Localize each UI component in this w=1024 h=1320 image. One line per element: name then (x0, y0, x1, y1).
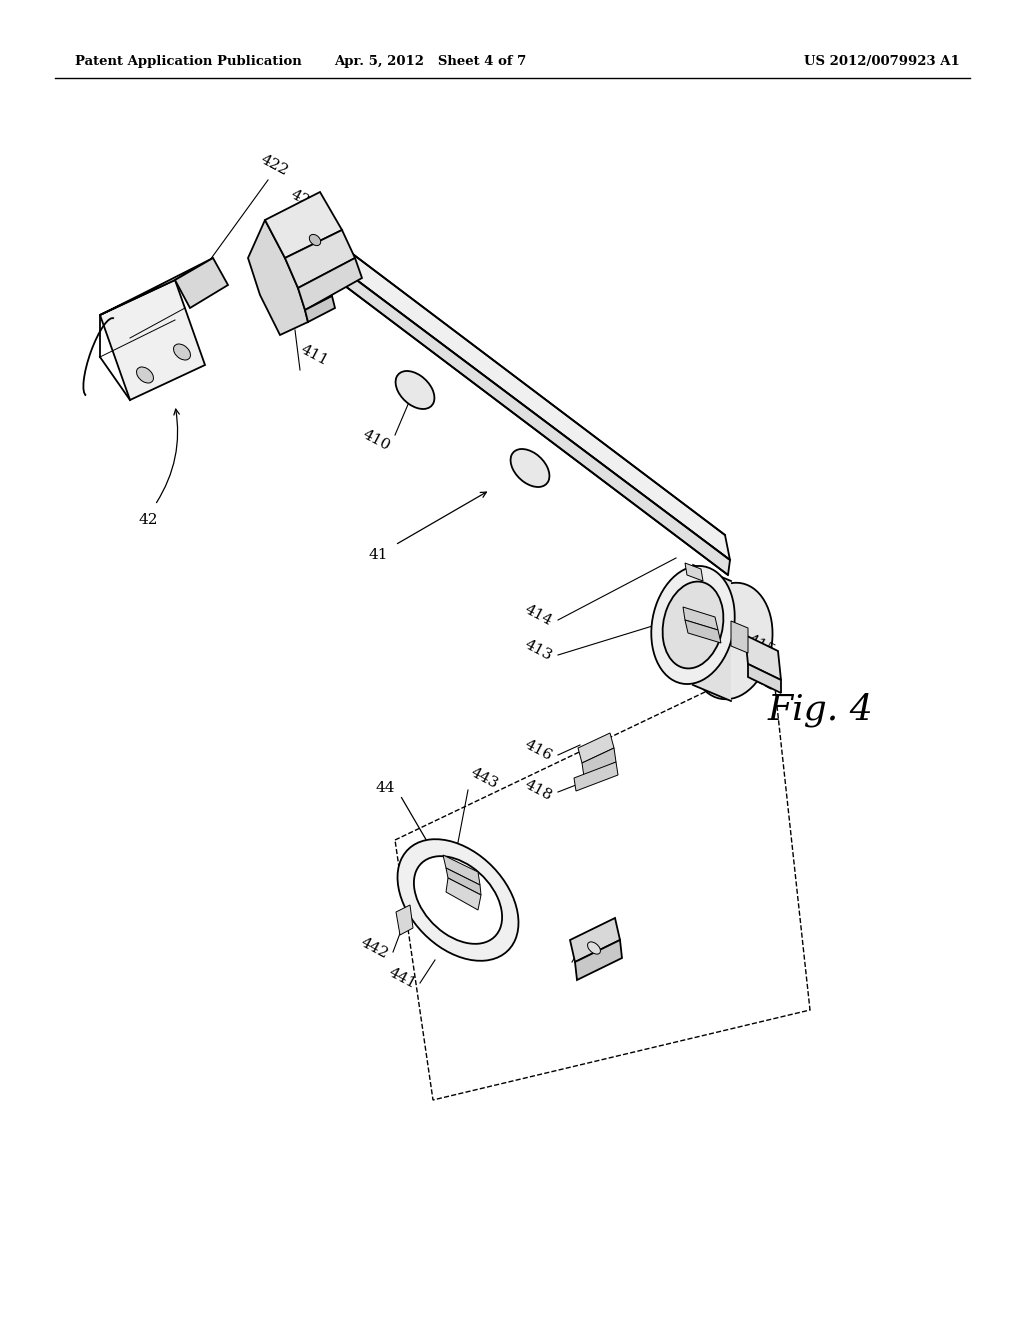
Ellipse shape (511, 449, 550, 487)
Ellipse shape (173, 345, 190, 360)
Text: 41: 41 (369, 548, 388, 562)
Text: Patent Application Publication: Patent Application Publication (75, 55, 302, 69)
Text: 410: 410 (359, 426, 392, 453)
Polygon shape (446, 878, 481, 909)
Ellipse shape (395, 371, 434, 409)
Text: 413: 413 (521, 638, 554, 663)
Polygon shape (574, 762, 618, 791)
Ellipse shape (397, 840, 518, 961)
Text: Apr. 5, 2012   Sheet 4 of 7: Apr. 5, 2012 Sheet 4 of 7 (334, 55, 526, 69)
Polygon shape (745, 635, 781, 680)
Polygon shape (685, 564, 703, 581)
Polygon shape (570, 917, 620, 962)
Polygon shape (578, 733, 614, 763)
Text: 414: 414 (521, 602, 554, 628)
Polygon shape (265, 191, 342, 257)
Text: US 2012/0079923 A1: US 2012/0079923 A1 (804, 55, 961, 69)
Text: 44: 44 (376, 781, 395, 795)
Polygon shape (298, 257, 362, 310)
Polygon shape (285, 230, 355, 288)
Text: 411: 411 (298, 342, 331, 368)
Ellipse shape (309, 235, 321, 246)
Polygon shape (731, 620, 748, 653)
Polygon shape (748, 664, 781, 693)
Text: 442: 442 (357, 935, 390, 961)
Polygon shape (100, 257, 213, 315)
Polygon shape (396, 906, 413, 935)
Ellipse shape (651, 566, 735, 684)
Polygon shape (175, 257, 228, 308)
Polygon shape (305, 296, 335, 322)
Text: 422: 422 (258, 152, 291, 178)
Polygon shape (443, 855, 480, 884)
Polygon shape (248, 220, 308, 335)
Text: 441: 441 (386, 965, 418, 991)
Text: 444: 444 (575, 945, 607, 972)
Text: 412: 412 (745, 667, 777, 693)
Polygon shape (582, 748, 616, 777)
Ellipse shape (414, 857, 502, 944)
Polygon shape (308, 246, 730, 576)
Ellipse shape (689, 582, 772, 700)
Polygon shape (685, 620, 721, 643)
Text: Fig. 4: Fig. 4 (767, 693, 872, 727)
Polygon shape (100, 280, 205, 400)
Ellipse shape (136, 367, 154, 383)
Ellipse shape (588, 942, 600, 954)
Polygon shape (446, 869, 481, 895)
Ellipse shape (663, 582, 723, 668)
Text: 418: 418 (521, 777, 554, 803)
Text: 42: 42 (138, 513, 158, 527)
Polygon shape (693, 565, 731, 701)
Polygon shape (305, 218, 730, 560)
Text: 443: 443 (468, 766, 501, 791)
Text: 416: 416 (521, 737, 554, 763)
Polygon shape (683, 607, 718, 630)
Text: 421: 421 (288, 187, 321, 213)
Polygon shape (575, 940, 622, 979)
Text: 415: 415 (745, 632, 777, 657)
